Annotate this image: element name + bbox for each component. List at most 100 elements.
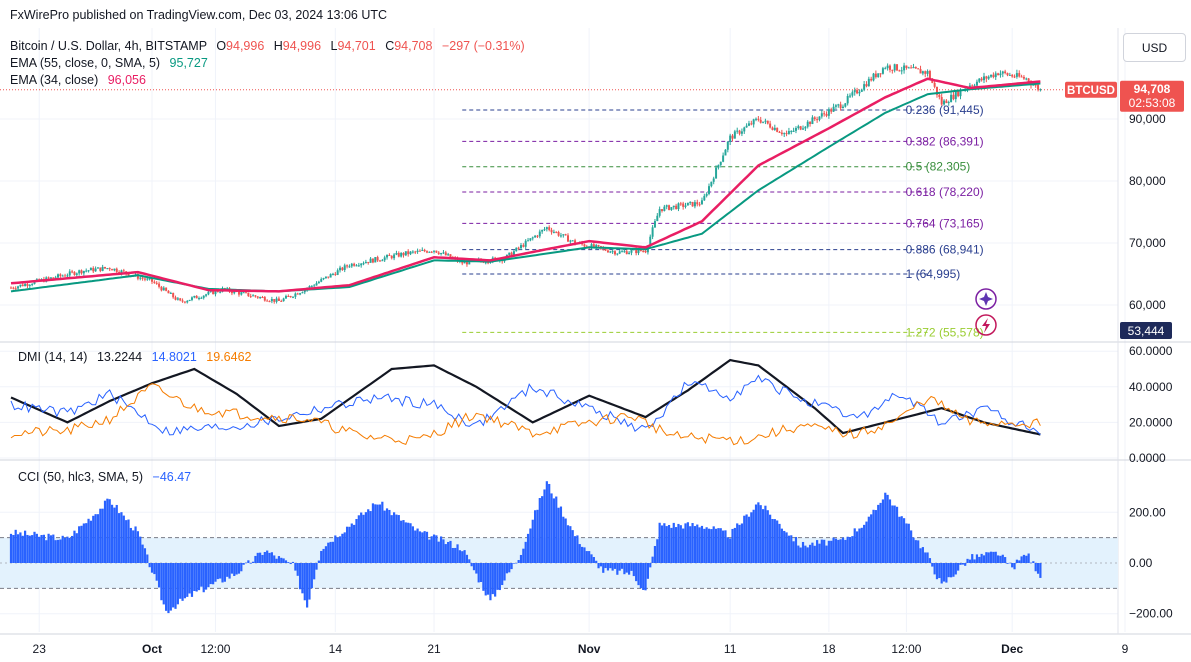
ema55-legend[interactable]: EMA (55, close, 0, SMA, 5) 95,727 [10, 56, 208, 70]
cci-bar [966, 558, 969, 563]
candle-body [846, 96, 849, 104]
candle-body [336, 270, 339, 275]
candle-body [635, 249, 638, 254]
dmi-legend[interactable]: DMI (14, 14) 13.2244 14.8021 19.6462 [18, 350, 251, 364]
cci-bar [244, 562, 248, 564]
candle-body [571, 240, 574, 242]
symbol-legend[interactable]: Bitcoin / U.S. Dollar, 4h, BITSTAMP O94,… [10, 39, 525, 53]
dmi-plus-line [10, 374, 1041, 436]
cci-bar [700, 525, 704, 563]
symbol-badge-label: BTCUSD [1067, 85, 1115, 97]
cci-bar [830, 540, 833, 563]
time-tick-label: Nov [578, 642, 601, 656]
candle-body [64, 275, 67, 277]
candle-body [670, 207, 673, 210]
cci-bar [714, 528, 718, 563]
cci-bar [296, 563, 299, 576]
cci-bar [853, 528, 856, 563]
candle-body [266, 300, 269, 302]
currency-button[interactable]: USD [1123, 33, 1186, 62]
cci-bar [414, 530, 417, 563]
cci-bar [538, 498, 541, 563]
cci-bar [38, 536, 41, 563]
candle-body [397, 253, 400, 257]
candle-body [778, 131, 781, 133]
cci-bar [609, 563, 612, 569]
cci-bar [16, 534, 20, 563]
candle-body [151, 278, 154, 282]
candle-body [719, 161, 722, 165]
cci-bar [56, 539, 60, 563]
cci-bar [287, 562, 290, 563]
cci-bar [790, 535, 793, 563]
candle-body [661, 209, 664, 211]
candle-body [202, 295, 205, 298]
candle-body [806, 121, 809, 127]
candle-body [982, 76, 985, 81]
cci-bar [376, 504, 379, 563]
ema34-legend[interactable]: EMA (34, close) 96,056 [10, 73, 146, 87]
candle-body [954, 91, 957, 100]
cci-bar [360, 512, 363, 563]
candle-body [494, 257, 497, 259]
candle-body [425, 251, 428, 253]
candle-body [350, 263, 353, 267]
countdown-value: 02:53:08 [1129, 96, 1176, 110]
candle-body [860, 89, 863, 92]
cci-bar [938, 563, 941, 579]
candle-body [411, 251, 414, 253]
cci-bar [251, 561, 255, 563]
cci-bar [632, 563, 635, 577]
cci-bar [465, 554, 469, 563]
candle-body [766, 120, 769, 124]
cci-bar [766, 510, 769, 563]
candle-body [604, 248, 607, 251]
cci-legend[interactable]: CCI (50, hlc3, SMA, 5) −46.47 [18, 470, 191, 484]
candle-body [376, 257, 379, 261]
candle-body [696, 202, 699, 205]
candle-body [924, 71, 927, 74]
cci-bar [1039, 563, 1042, 578]
candle-body [139, 277, 142, 279]
candle-body [853, 90, 856, 93]
cci-bar [317, 560, 320, 563]
cci-bar [174, 563, 177, 609]
candle-body [978, 78, 981, 82]
cci-bar [740, 523, 744, 563]
candle-body [874, 73, 877, 78]
candle-body [536, 235, 539, 237]
candle-body [987, 76, 990, 79]
cci-bar [470, 563, 473, 567]
cci-bar [268, 552, 271, 563]
cci-bar [724, 530, 727, 563]
cci-bar [162, 563, 165, 605]
cci-bar [931, 563, 934, 567]
candle-body [769, 123, 772, 128]
cci-bar [566, 525, 570, 563]
cci-bar [442, 539, 445, 563]
candle-body [310, 285, 313, 287]
candle-body [89, 267, 92, 271]
low-value: 94,701 [337, 39, 376, 53]
cci-bar [463, 550, 466, 563]
cci-bar [482, 563, 485, 591]
cci-bar [581, 546, 584, 563]
cci-bar [230, 563, 234, 574]
cci-bar [578, 544, 581, 563]
time-tick-label: 9 [1122, 642, 1129, 656]
cci-bar [40, 534, 43, 563]
cci-bar [310, 563, 313, 589]
candle-body [722, 155, 725, 162]
cci-bar [256, 552, 259, 563]
fibonacci-retracement[interactable]: 0.236 (91,445) 0.382 (86,391) 0.5 (82,305)… [0, 89, 1118, 340]
candle-body [973, 85, 976, 87]
candle-body [527, 240, 530, 242]
candle-body [926, 71, 929, 74]
candle-body [856, 90, 859, 94]
cci-bar [301, 563, 304, 594]
cci-bar [179, 563, 182, 599]
candle-body [440, 253, 443, 255]
dmi-label: DMI (14, 14) [18, 350, 88, 364]
last-price-value: 94,708 [1134, 82, 1171, 96]
